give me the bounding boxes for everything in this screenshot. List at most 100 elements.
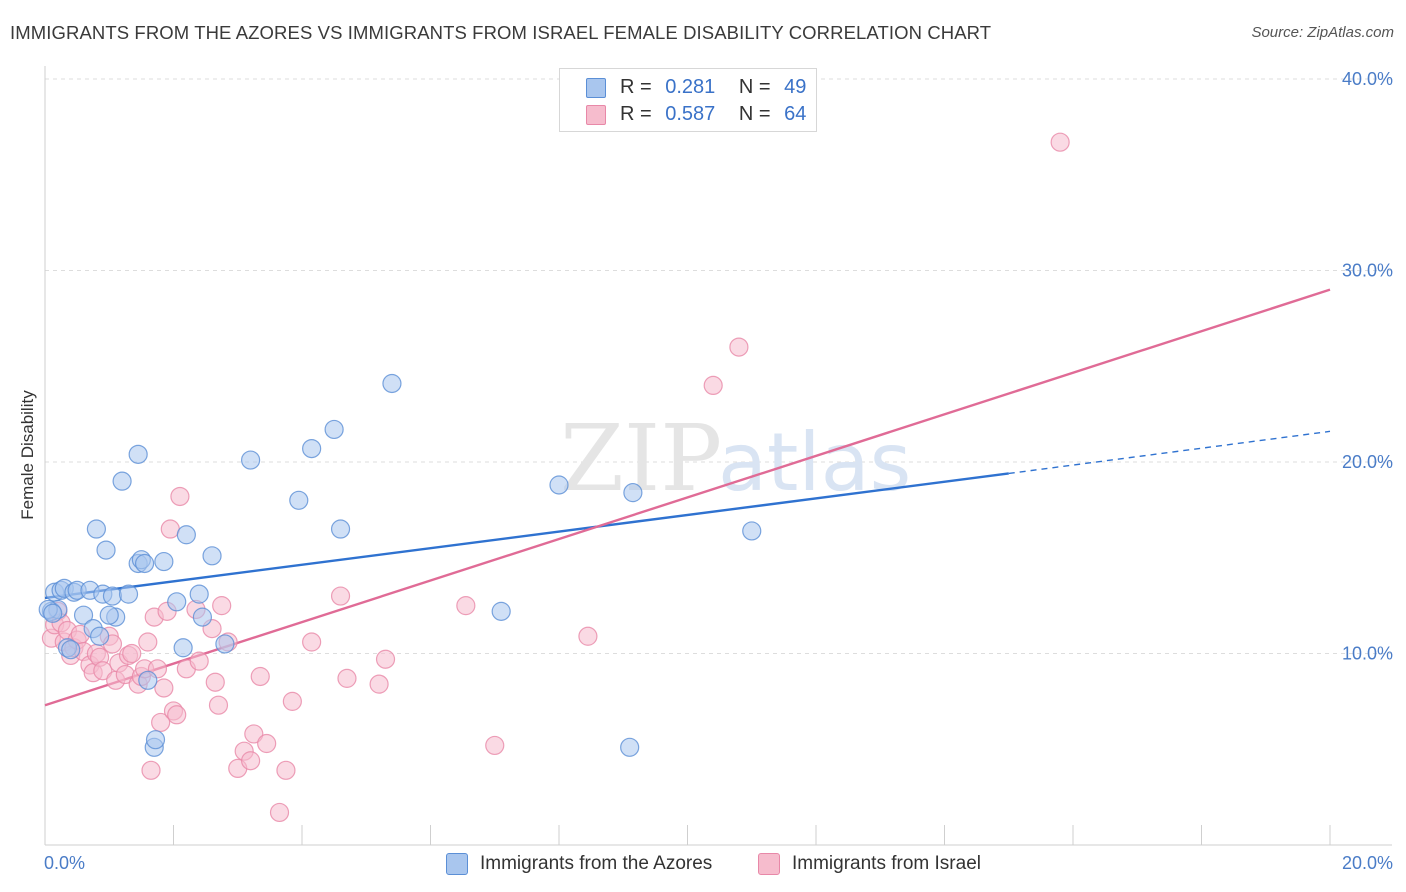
point-azores <box>61 640 81 660</box>
point-israel <box>456 596 476 616</box>
y-tick-label: 10.0% <box>1342 644 1393 664</box>
point-azores <box>215 634 235 654</box>
point-israel <box>122 643 142 664</box>
y-tick-label: 20.0% <box>1342 452 1393 472</box>
point-azores <box>620 737 640 757</box>
point-azores <box>173 638 193 658</box>
point-azores <box>241 450 261 470</box>
point-azores <box>86 519 107 539</box>
point-azores <box>176 525 196 545</box>
point-azores <box>118 584 139 604</box>
point-azores <box>134 553 155 574</box>
grid-layer <box>45 78 1392 654</box>
legend-r-label: R = <box>620 102 652 125</box>
bottom-legend-label-israel: Immigrants from Israel <box>792 853 981 874</box>
chart-title: IMMIGRANTS FROM THE AZORES VS IMMIGRANTS… <box>10 22 992 43</box>
point-israel <box>703 375 723 395</box>
legend-r-value-israel: 0.587 <box>665 102 716 125</box>
point-israel <box>138 632 158 652</box>
point-azores <box>128 444 148 464</box>
trend-lines <box>44 288 1331 707</box>
point-azores <box>154 551 174 572</box>
legend-n-value-israel: 64 <box>784 102 807 125</box>
point-azores <box>302 438 322 459</box>
point-azores <box>138 670 158 690</box>
point-azores <box>43 603 63 623</box>
point-azores <box>96 540 116 560</box>
watermark: ZIP atlas <box>560 405 911 512</box>
point-israel <box>337 668 357 688</box>
point-israel <box>154 678 174 698</box>
point-israel <box>93 661 113 681</box>
point-israel <box>485 735 505 756</box>
stats-legend: R = 0.281 N = 49 R = 0.587 N = 64 <box>559 68 817 132</box>
point-israel <box>189 651 209 671</box>
point-israel <box>167 705 187 725</box>
point-israel <box>208 695 229 715</box>
bottom-legend-azores: Immigrants from the Azores <box>446 851 712 877</box>
point-israel <box>241 751 261 771</box>
point-azores <box>112 471 132 491</box>
tick-labels: 10.0% 20.0% 30.0% 40.0% 0.0% 20.0% <box>44 69 1393 873</box>
point-israel <box>369 674 389 694</box>
point-azores <box>102 586 123 606</box>
point-azores <box>623 483 643 503</box>
y-axis-label: Female Disability <box>18 390 37 520</box>
bottom-legend-swatch-azores <box>446 853 468 875</box>
legend-n-label: N = <box>738 75 771 98</box>
bottom-legend-label-azores: Immigrants from the Azores <box>480 853 713 874</box>
legend-n-value-azores: 49 <box>784 75 807 98</box>
point-azores <box>73 605 94 625</box>
axes <box>44 66 1392 846</box>
point-israel <box>257 733 277 754</box>
legend-r-value-azores: 0.281 <box>665 75 716 98</box>
bottom-legend-swatch-israel <box>758 853 780 875</box>
data-points <box>38 132 1070 823</box>
point-azores <box>99 605 119 625</box>
point-israel <box>1050 132 1070 152</box>
point-israel <box>729 337 749 357</box>
point-azores <box>90 626 110 646</box>
point-israel <box>141 760 161 780</box>
bottom-legend-israel: Immigrants from Israel <box>758 851 981 877</box>
point-israel <box>330 586 351 606</box>
point-azores <box>742 521 762 541</box>
point-azores <box>145 730 166 750</box>
y-tick-label: 30.0% <box>1342 261 1393 281</box>
point-israel <box>151 712 171 733</box>
point-azores <box>549 475 569 495</box>
point-azores <box>289 490 309 510</box>
point-azores <box>202 546 222 566</box>
point-azores <box>491 601 511 621</box>
point-israel <box>170 486 190 507</box>
point-israel <box>578 626 598 646</box>
trend-line-azores <box>44 472 1009 600</box>
point-israel <box>302 632 322 652</box>
point-israel <box>375 649 396 669</box>
trend-line-azores-extension <box>1008 430 1331 475</box>
legend-r-label: R = <box>620 75 652 98</box>
point-israel <box>269 802 290 823</box>
x-tick-label-left: 0.0% <box>44 853 85 873</box>
watermark-atlas: atlas <box>718 416 911 509</box>
legend-n-label: N = <box>738 102 771 125</box>
source-credit: Source: ZipAtlas.com <box>1251 24 1394 41</box>
point-azores <box>192 607 213 627</box>
point-israel <box>212 596 232 616</box>
point-azores <box>382 373 402 394</box>
point-israel <box>160 519 180 539</box>
point-israel <box>282 691 302 711</box>
legend-swatch-azores <box>586 78 606 98</box>
y-tick-label: 40.0% <box>1342 69 1393 89</box>
point-israel <box>250 666 270 687</box>
point-azores <box>324 419 344 440</box>
legend-swatch-israel <box>586 105 606 125</box>
point-israel <box>276 760 296 780</box>
point-israel <box>205 672 225 692</box>
x-tick-label-right: 20.0% <box>1342 853 1393 873</box>
point-azores <box>189 584 209 604</box>
point-azores <box>330 519 351 539</box>
trend-line-israel <box>44 288 1331 707</box>
point-azores <box>167 592 187 612</box>
